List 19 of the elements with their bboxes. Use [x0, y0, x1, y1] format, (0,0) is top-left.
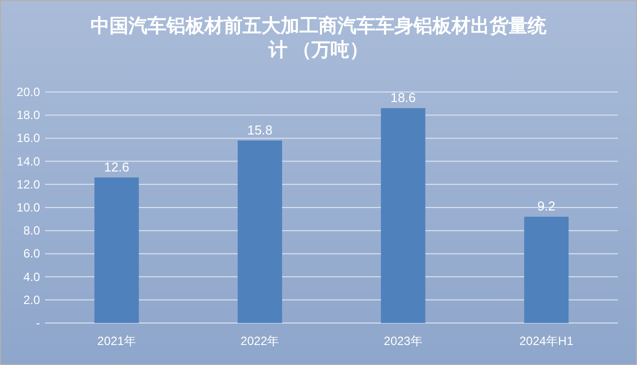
y-tick-label: 2.0 [23, 292, 40, 307]
y-tick-label: 6.0 [23, 246, 40, 261]
chart-title: 中国汽车铝板材前五大加工商汽车车身铝板材出货量统计 （万吨） [90, 15, 548, 61]
y-tick-label: 10.0 [16, 200, 40, 214]
y-tick-label: 18.0 [16, 108, 40, 122]
data-label: 12.6 [104, 159, 130, 174]
data-label: 15.8 [247, 122, 273, 138]
x-tick-label: 2023年 [384, 334, 422, 348]
x-tick-label: 2022年 [240, 334, 280, 348]
y-tick-label: 8.0 [23, 224, 40, 238]
data-label: 18.6 [390, 90, 416, 106]
y-tick-label: 14.0 [16, 154, 40, 168]
x-tick-label: 2021年 [97, 334, 136, 348]
x-tick-label: 2024年H1 [519, 334, 574, 348]
y-tick-label: - [36, 316, 40, 330]
y-tick-label: 20.0 [16, 85, 40, 99]
y-tick-label: 4.0 [23, 270, 40, 284]
y-tick-label: 12.0 [16, 177, 40, 192]
y-tick-label: 16.0 [16, 131, 40, 146]
